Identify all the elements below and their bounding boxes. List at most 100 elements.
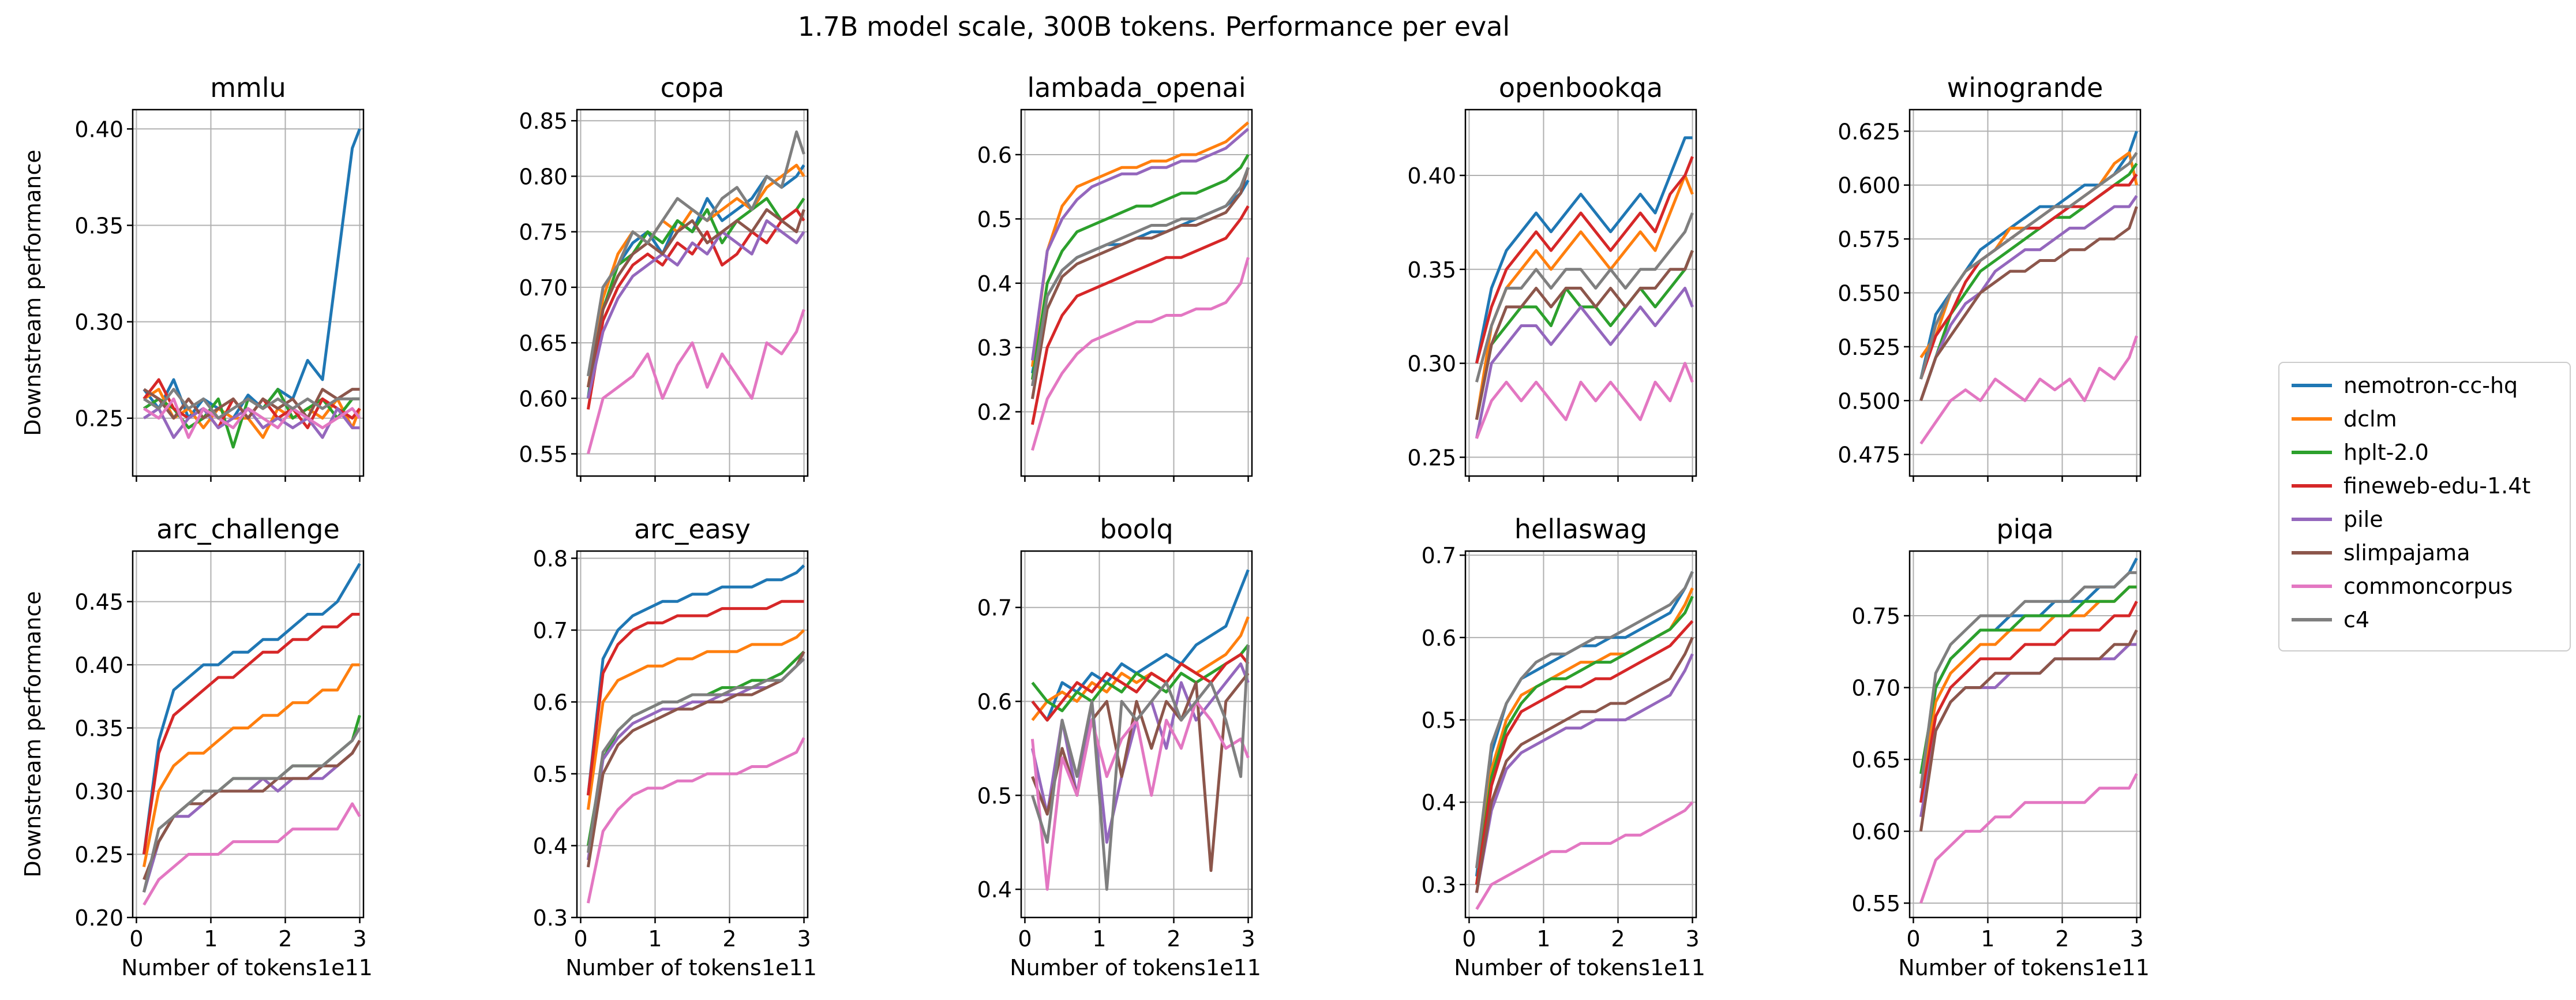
y-tick-label: 0.80 (519, 164, 568, 189)
x-tick-label: 2 (2055, 926, 2069, 952)
legend-box (2278, 362, 2571, 651)
y-tick-label: 0.5 (977, 207, 1012, 232)
series-line-commoncorpus (1919, 773, 2138, 904)
y-tick-label: 0.20 (74, 905, 123, 931)
y-tick-label: 0.25 (74, 842, 123, 868)
y-tick-label: 0.65 (519, 331, 568, 356)
series-line-dclm (1475, 174, 1694, 420)
series-line-slimpajama (143, 388, 360, 420)
axes-frame (132, 108, 365, 477)
y-tick-label: 0.45 (74, 590, 123, 615)
series-line-fineweb-edu-1.4t (1031, 653, 1250, 722)
y-tick-label: 0.30 (74, 779, 123, 804)
series-line-hplt-2.0 (1475, 595, 1694, 885)
y-tick-label: 0.30 (1407, 351, 1456, 377)
series-line-pile (586, 219, 805, 399)
series-line-commoncorpus (143, 397, 361, 439)
y-tick-label: 0.5 (977, 783, 1012, 808)
series-line-c4 (1031, 645, 1250, 891)
y-tick-label: 0.55 (1851, 891, 1900, 916)
subplot-title: lambada_openai (1027, 72, 1246, 103)
legend-label: c4 (2343, 607, 2369, 632)
y-tick-label: 0.2 (977, 400, 1012, 425)
subplot-title: copa (661, 72, 725, 103)
y-tick-label: 0.550 (1838, 281, 1900, 306)
subplot-piqa: 0.55 0.60 0.65 0.70 0.75 0 1 2 3 piqa Number of to… (1851, 514, 2150, 980)
axes-frame (132, 550, 365, 919)
x-tick-label: 1 (1536, 926, 1550, 952)
y-tick-label: 0.8 (533, 546, 568, 571)
series-line-c4 (1475, 212, 1694, 383)
series-line-fineweb-edu-1.4t (586, 600, 804, 796)
series-line-fineweb-edu-1.4t (1475, 620, 1694, 885)
subplot-arc-challenge: 0.20 0.25 0.30 0.35 0.40 0.45 0 1 2 3 arc_challeng… (20, 514, 373, 980)
series-line-pile (1919, 194, 2138, 402)
x-tick-label: 0 (1906, 926, 1920, 952)
series-line-slimpajama (1919, 206, 2138, 402)
axes-frame (576, 550, 809, 919)
y-tick-label: 0.65 (1851, 747, 1900, 773)
y-tick-label: 0.4 (977, 271, 1012, 297)
series-line-fineweb-edu-1.4t (586, 208, 805, 410)
y-tick-label: 0.85 (519, 108, 568, 134)
x-axis-label: Number of tokens (565, 955, 762, 980)
series-line-dclm (586, 629, 805, 810)
axes-frame (1908, 550, 2142, 919)
series-line-slimpajama (1475, 250, 1694, 420)
x-tick-label: 0 (1462, 926, 1476, 952)
series-line-dclm (142, 663, 360, 867)
y-tick-label: 0.70 (1851, 676, 1900, 701)
series-line-c4 (143, 388, 360, 420)
y-tick-label: 0.75 (1851, 604, 1900, 629)
y-tick-label: 0.35 (1407, 257, 1456, 283)
series-line-hplt-2.0 (1919, 585, 2137, 774)
series-line-c4 (1030, 167, 1250, 387)
series-line-fineweb-edu-1.4t (1030, 205, 1250, 425)
series-line-commoncorpus (586, 737, 805, 904)
subplot-title: hellaswag (1514, 514, 1647, 545)
x-offset-text: 1e11 (1650, 955, 1705, 980)
series-line-commoncorpus (1030, 257, 1250, 451)
x-tick-label: 0 (1018, 926, 1032, 952)
y-tick-label: 0.55 (519, 442, 568, 467)
y-tick-label: 0.75 (519, 220, 568, 245)
y-tick-label: 0.35 (74, 214, 123, 239)
legend-items: nemotron-cc-hq dclm hplt-2.0 fineweb-edu-1.… (2292, 373, 2530, 632)
series-line-fineweb-edu-1.4t (1475, 156, 1694, 364)
y-tick-label: 0.3 (533, 905, 568, 931)
legend-label: dclm (2343, 406, 2397, 432)
subplot-boolq: 0.4 0.5 0.6 0.7 0 1 2 3 boolq Number of tokens 1e1… (977, 514, 1261, 980)
series-line-nemotron-cc-hq (1031, 569, 1250, 722)
subplot-copa: 0.55 0.60 0.65 0.70 0.75 0.80 0.85 copa (519, 72, 809, 482)
y-tick-label: 0.5 (1422, 708, 1456, 733)
series-line-nemotron-cc-hq (142, 563, 361, 855)
series-line-fineweb-edu-1.4t (1919, 173, 2138, 380)
y-tick-label: 0.35 (74, 716, 123, 741)
y-tick-label: 0.4 (1422, 790, 1456, 815)
axes-frame (1464, 108, 1697, 477)
series-line-pile (1475, 653, 1694, 893)
y-tick-label: 0.40 (1407, 163, 1456, 189)
legend-label: commoncorpus (2343, 574, 2513, 599)
series-line-slimpajama (1475, 636, 1694, 893)
y-tick-label: 0.575 (1838, 227, 1900, 252)
axes-frame (1020, 108, 1253, 477)
x-offset-text: 1e11 (317, 955, 373, 980)
y-tick-label: 0.7 (533, 618, 568, 643)
y-tick-label: 0.6 (533, 690, 568, 715)
series-line-commoncorpus (586, 309, 805, 455)
y-tick-label: 0.25 (74, 406, 123, 432)
x-offset-text: 1e11 (1206, 955, 1261, 980)
y-tick-label: 0.625 (1838, 119, 1900, 144)
axes-frame (1464, 550, 1697, 919)
x-axis-label: Number of tokens (1454, 955, 1650, 980)
y-tick-label: 0.25 (1407, 445, 1456, 470)
series-line-hplt-2.0 (1475, 250, 1694, 420)
legend-label: nemotron-cc-hq (2343, 373, 2518, 398)
y-tick-label: 0.3 (977, 335, 1012, 361)
subplot-title: arc_easy (634, 514, 751, 545)
series-line-commoncorpus (1475, 362, 1694, 439)
x-tick-label: 1 (1981, 926, 1994, 952)
x-axis-label: Number of tokens (1898, 955, 2094, 980)
